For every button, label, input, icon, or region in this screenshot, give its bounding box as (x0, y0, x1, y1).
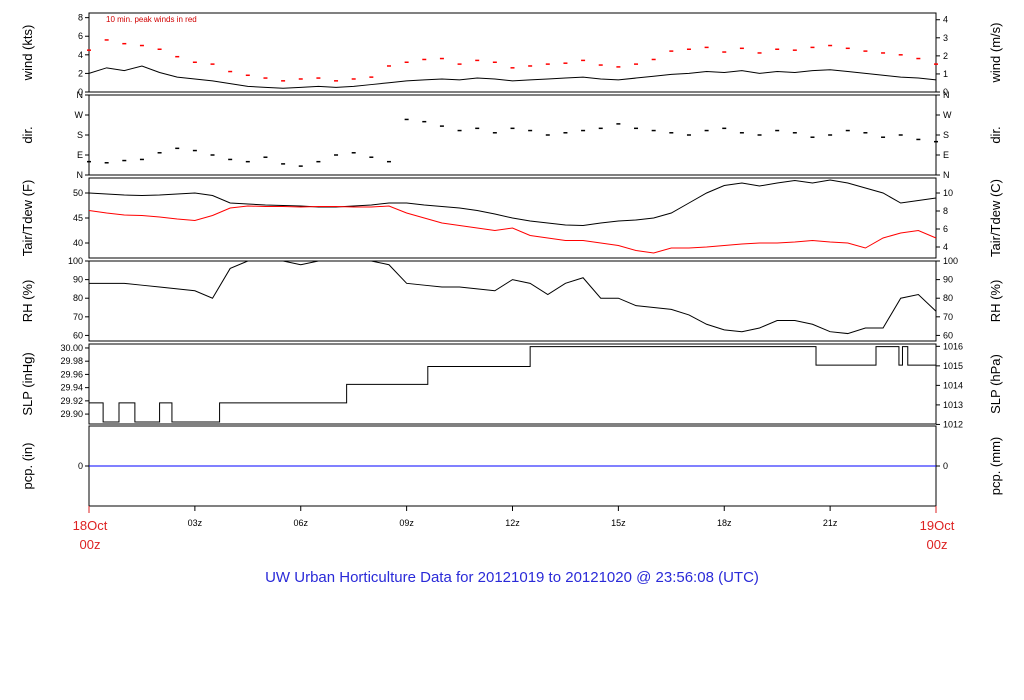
rh-ylabel-right: RH (%) (988, 280, 1003, 323)
figure-title: UW Urban Horticulture Data for 20121019 … (265, 569, 759, 586)
dir-tick-label-left: S (77, 130, 83, 140)
wind-series-line-0 (88, 65, 937, 89)
precip-tick-label-left: 0 (78, 461, 83, 471)
rh-tick-label-left: 80 (73, 293, 83, 303)
time-tick-label: 03z (188, 518, 203, 528)
pressure-tick-label-right: 1016 (943, 341, 963, 351)
pressure-tick-label-left: 29.96 (60, 369, 83, 379)
wind-tick-label-left: 2 (78, 68, 83, 78)
peak-wind-annotation: 10 min. peak winds in red (106, 15, 197, 24)
dir-ylabel-right: dir. (988, 126, 1003, 143)
wind-tick-label-left: 0 (78, 87, 83, 97)
wind-tick-label-left: 4 (78, 50, 83, 60)
wind-tick-label-right: 3 (943, 33, 948, 43)
start-hour-label: 00z (80, 537, 101, 552)
rh-frame (88, 260, 937, 342)
pressure-tick-label-left: 29.94 (60, 383, 83, 393)
temperature-tick-label-right: 6 (943, 224, 948, 234)
pressure-frame (88, 343, 937, 425)
pressure-tick-label-left: 30.00 (60, 343, 83, 353)
rh-tick-label-left: 100 (68, 256, 83, 266)
pressure-ylabel-left: SLP (inHg) (20, 352, 35, 415)
pressure-tick-label-right: 1015 (943, 361, 963, 371)
end-date-label: 19Oct (920, 518, 955, 533)
wind-frame (88, 12, 937, 93)
rh-tick-label-left: 90 (73, 275, 83, 285)
dir-tick-label-left: E (77, 150, 83, 160)
time-axis: 03z 06z 09z 12z 15z 18z 21z (88, 506, 937, 528)
temperature-tick-label-left: 45 (73, 213, 83, 223)
pressure-tick-label-left: 29.92 (60, 396, 83, 406)
precip-ylabel-left: pcp. (in) (20, 443, 35, 490)
wind-tick-label-right: 1 (943, 69, 948, 79)
end-hour-label: 00z (927, 537, 948, 552)
rh-tick-label-right: 80 (943, 293, 953, 303)
temperature-ylabel-right: Tair/Tdew (C) (988, 179, 1003, 257)
time-tick-label: 06z (293, 518, 308, 528)
temperature-series-line-0 (88, 179, 937, 227)
rh-tick-label-right: 90 (943, 275, 953, 285)
start-date-label: 18Oct (73, 518, 108, 533)
temperature-tick-label-right: 8 (943, 206, 948, 216)
pressure-tick-label-left: 29.98 (60, 356, 83, 366)
rh-series-line-0 (89, 260, 937, 335)
temperature-tick-label-left: 40 (73, 238, 83, 248)
wind-tick-label-left: 6 (78, 31, 83, 41)
time-tick-label: 09z (399, 518, 414, 528)
temperature-tick-label-right: 10 (943, 188, 953, 198)
temperature-series-line-1 (88, 205, 937, 254)
wind-tick-label-right: 4 (943, 15, 948, 25)
pressure-tick-label-right: 1014 (943, 380, 963, 390)
panel-wind: wind (kts) wind (m/s) 0 2 4 6 8 0 1 2 3 4 (20, 12, 1003, 97)
temperature-ylabel-left: Tair/Tdew (F) (20, 180, 35, 257)
panel-rh: RH (%) RH (%) 60 70 80 90 100 60 70 80 90 100 (20, 256, 1003, 342)
pressure-ylabel-right: SLP (hPa) (988, 354, 1003, 414)
time-tick-label: 15z (611, 518, 626, 528)
panel-pressure: SLP (inHg) SLP (hPa) 29.90 29.92 29.94 29.96 2… (20, 341, 1003, 429)
wind-tick-label-left: 8 (78, 13, 83, 23)
dir-tick-label-left: N (77, 170, 84, 180)
time-tick-label: 12z (505, 518, 520, 528)
rh-tick-label-right: 70 (943, 312, 953, 322)
wind-ylabel-left: wind (kts) (20, 25, 35, 82)
pressure-series-line-0 (89, 346, 936, 423)
precip-ylabel-right: pcp. (mm) (988, 437, 1003, 496)
wind-tick-label-right: 2 (943, 51, 948, 61)
precip-tick-label-right: 0 (943, 461, 948, 471)
panel-temperature: Tair/Tdew (F) Tair/Tdew (C) 40 45 50 4 6 8 10 (20, 177, 1003, 259)
wind-tick-label-right: 0 (943, 87, 948, 97)
time-tick-label: 18z (717, 518, 732, 528)
rh-tick-label-left: 60 (73, 330, 83, 340)
rh-tick-label-right: 60 (943, 330, 953, 340)
dir-tick-label-left: N (77, 90, 84, 100)
rh-tick-label-left: 70 (73, 312, 83, 322)
time-tick-label: 21z (823, 518, 838, 528)
dir-tick-label-right: S (943, 130, 949, 140)
temperature-tick-label-right: 4 (943, 242, 948, 252)
temperature-tick-label-left: 50 (73, 188, 83, 198)
rh-ylabel-left: RH (%) (20, 280, 35, 323)
wind-ylabel-right: wind (m/s) (988, 23, 1003, 84)
dir-tick-label-right: N (943, 90, 950, 100)
pressure-tick-label-right: 1012 (943, 419, 963, 429)
dir-tick-label-right: W (943, 110, 952, 120)
dir-ylabel-left: dir. (20, 126, 35, 143)
pressure-tick-label-left: 29.90 (60, 409, 83, 419)
dir-tick-label-right: N (943, 170, 950, 180)
pressure-tick-label-right: 1013 (943, 400, 963, 410)
dir-tick-label-right: E (943, 150, 949, 160)
dir-tick-label-left: W (75, 110, 84, 120)
rh-tick-label-right: 100 (943, 256, 958, 266)
